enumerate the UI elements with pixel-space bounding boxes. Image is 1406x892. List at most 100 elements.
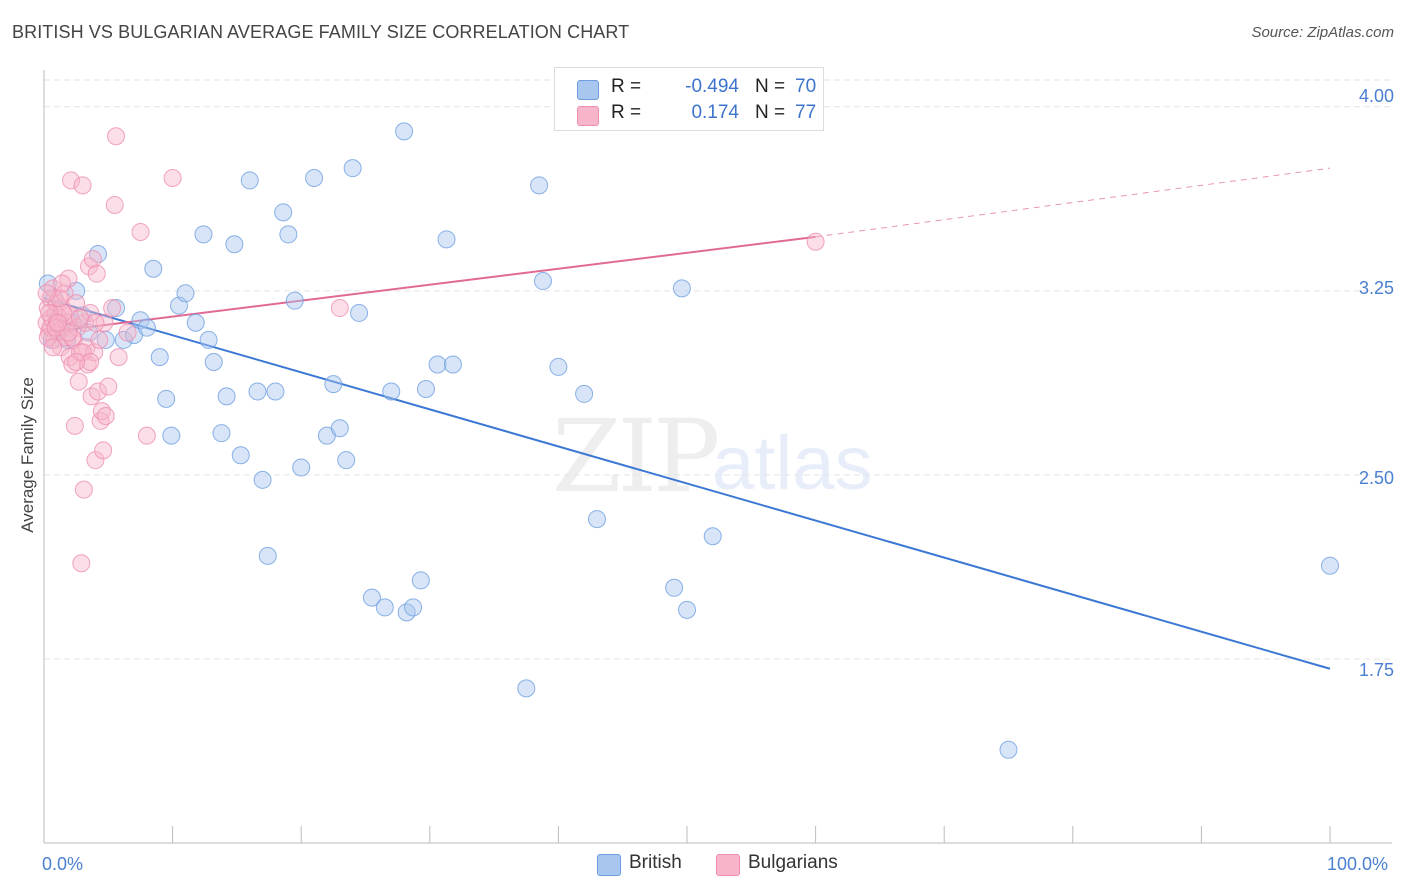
british-point [225,235,244,254]
british-point [258,546,277,565]
bulgarian-point [87,264,106,283]
chart-title: BRITISH VS BULGARIAN AVERAGE FAMILY SIZE… [12,22,630,42]
british-point [150,348,169,367]
bulgarian-point [81,353,100,372]
bulgarian-point [94,441,113,460]
british-point [144,259,163,278]
source-credit: Source: ZipAtlas.com [1251,24,1394,41]
bulgarian-point [62,171,81,190]
british-point [665,578,684,597]
axes [43,70,1392,844]
british-legend-swatch [597,854,621,876]
bulgarian-trend-line [43,235,816,334]
british-legend-label: British [629,852,682,873]
bulgarian-point [83,249,102,268]
bulgarian-point [71,308,90,327]
british-point [533,272,552,291]
british-point [343,159,362,178]
bulgarian-legend-swatch [716,854,740,876]
british-point [266,382,285,401]
bulgarian-point [76,313,95,332]
british-point [411,571,430,590]
bulgarian-point [95,313,114,332]
british-point [279,225,298,244]
british-point [107,299,126,318]
british-point [137,318,156,337]
british-point [395,122,414,141]
british-point [382,382,401,401]
bulgarian-point [137,426,156,445]
correlation-legend: R = -0.494 N = 70 R = 0.174 N = 77 [554,67,824,131]
british-point [428,355,447,374]
bulgarian-point [96,407,115,426]
british-point [231,446,250,465]
legend-n-value: 70 [795,76,817,97]
british-point [212,424,231,443]
bulgarian-point [330,299,349,318]
bulgarian-point [806,232,825,251]
y-axis-label: Average Family Size [18,377,37,533]
bulgarian-point [99,377,118,396]
data-points [37,122,1339,759]
british-point [274,203,293,222]
british-point [443,355,462,374]
bulgarian-point [67,353,86,372]
british-point [217,387,236,406]
british-point [194,225,213,244]
bulgarian-point [73,176,92,195]
bulgarian-point [86,451,105,470]
british-point [253,470,272,489]
watermark-zip: ZIP [552,398,720,515]
legend-r-label: R = [611,76,642,97]
legend-n-value: 77 [795,102,817,123]
bulgarian-point [131,222,150,241]
british-point [330,419,349,438]
legend-r-value: -0.494 [685,76,739,97]
british-point [80,323,99,342]
bulgarian-point [40,303,59,322]
british-point [186,313,205,332]
british-point [337,451,356,470]
bulgarian-point [37,284,56,303]
british-point [162,426,181,445]
british-point [324,375,343,394]
british-point [240,171,259,190]
bulgarian-point [91,411,110,430]
bulgarian-point [118,323,137,342]
british-point [416,380,435,399]
british-trend-line [43,297,1331,670]
bulgarian-point [73,343,92,362]
bulgarian-trend-extension [815,167,1331,238]
x-tick-label-max: 100.0% [1327,854,1389,874]
british-point [292,458,311,477]
bulgarian-point [109,348,128,367]
bulgarian-point [89,382,108,401]
y-tick-label: 1.75 [1358,660,1394,680]
legend-n-label: N = [755,102,786,123]
bulgarian-point [65,416,84,435]
bulgarian-point [90,330,109,349]
british-point [678,600,696,619]
bulgarian-point [86,313,105,332]
british-point [404,598,423,617]
bulgarian-point [74,480,93,499]
british-point [575,384,594,403]
british-point [305,168,324,187]
british-point [375,598,394,617]
british-point [157,389,176,408]
bulgarian-point [163,168,182,187]
british-point [517,679,536,698]
british-point [248,382,267,401]
british-point [350,303,369,322]
legend-r-label: R = [611,102,642,123]
british-point [999,740,1018,759]
british-point [703,527,722,546]
legend-r-value: 0.174 [691,102,739,123]
bulgarian-point [107,127,126,146]
british-point [199,330,218,349]
british-point [204,353,223,372]
british-point [549,357,568,376]
y-tick-label: 2.50 [1358,468,1394,488]
bulgarian-swatch [577,106,599,126]
x-tick-label-min: 0.0% [42,854,84,874]
